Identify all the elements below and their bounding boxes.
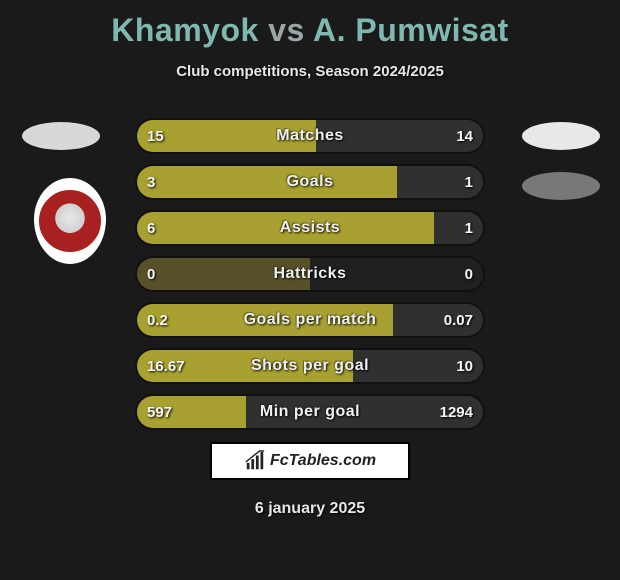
chart-icon	[244, 450, 266, 472]
player2-name: A. Pumwisat	[313, 12, 509, 48]
stat-value-right: 1	[465, 164, 473, 200]
stat-row: 0.2Goals per match0.07	[135, 302, 485, 338]
brand-text: FcTables.com	[270, 452, 376, 470]
stat-value-right: 0	[465, 256, 473, 292]
vs-text: vs	[268, 12, 305, 48]
stat-value-right: 14	[456, 118, 473, 154]
stat-label: Goals	[135, 164, 485, 200]
stat-label: Goals per match	[135, 302, 485, 338]
stat-label: Hattricks	[135, 256, 485, 292]
comparison-chart: 15Matches14 3Goals1 6Assists1 0Hattricks0 0.…	[135, 118, 485, 440]
stat-row: 597Min per goal1294	[135, 394, 485, 430]
stat-row: 3Goals1	[135, 164, 485, 200]
stat-label: Matches	[135, 118, 485, 154]
stat-row: 6Assists1	[135, 210, 485, 246]
page-title: Khamyok vs A. Pumwisat	[0, 0, 620, 49]
player1-name: Khamyok	[111, 12, 259, 48]
right-club-oval-1	[522, 122, 600, 150]
club-badge	[34, 178, 106, 264]
stat-label: Min per goal	[135, 394, 485, 430]
stat-row: 16.67Shots per goal10	[135, 348, 485, 384]
stat-label: Assists	[135, 210, 485, 246]
stat-value-right: 1294	[440, 394, 473, 430]
stat-value-right: 10	[456, 348, 473, 384]
left-club-oval	[22, 122, 100, 150]
stat-value-right: 1	[465, 210, 473, 246]
stat-label: Shots per goal	[135, 348, 485, 384]
stat-value-right: 0.07	[444, 302, 473, 338]
brand-box[interactable]: FcTables.com	[210, 442, 410, 480]
club-badge-inner	[39, 190, 101, 252]
stat-row: 15Matches14	[135, 118, 485, 154]
right-club-oval-2	[522, 172, 600, 200]
subtitle: Club competitions, Season 2024/2025	[0, 63, 620, 80]
stat-row: 0Hattricks0	[135, 256, 485, 292]
date-text: 6 january 2025	[0, 500, 620, 518]
